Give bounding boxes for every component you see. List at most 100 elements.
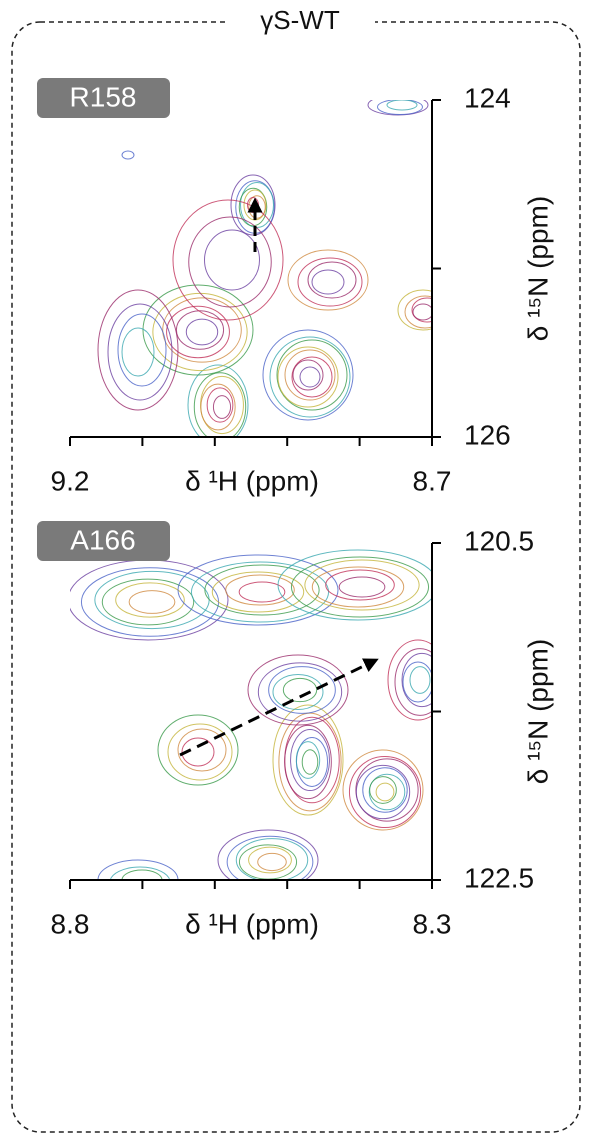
contour-line [177, 554, 339, 626]
contour-line [121, 869, 163, 880]
y-tick-label: 126 [464, 419, 511, 450]
contour-line [377, 100, 423, 115]
contour-line [257, 852, 287, 872]
contour-line [211, 571, 305, 613]
contour-line [162, 297, 242, 363]
contour-line [128, 590, 176, 614]
contour-line [204, 564, 320, 616]
contour-line [325, 569, 395, 601]
contour-line [342, 749, 424, 831]
spectrum [97, 100, 432, 437]
contour-line [394, 648, 432, 716]
contour-line [247, 654, 349, 726]
contour-line [167, 723, 233, 781]
x-tick-label: 9.2 [51, 465, 90, 496]
contour-line [238, 187, 268, 227]
contour-line [291, 356, 333, 398]
contour-line [277, 346, 339, 408]
panel-label: A166 [70, 524, 135, 555]
contour-line [355, 764, 411, 820]
x-axis-label: δ ¹H (ppm) [185, 908, 319, 939]
contour-line [97, 289, 179, 411]
panel-label-box [37, 78, 170, 118]
contour-line [177, 728, 227, 772]
contour-line [94, 570, 210, 630]
contour-line [290, 556, 430, 618]
contour-line [272, 704, 344, 816]
contour-line [235, 838, 309, 880]
x-tick-label: 8.7 [413, 465, 452, 496]
contour-line [369, 776, 397, 804]
contour-line [217, 829, 319, 880]
contour-line [367, 100, 429, 116]
contour-line [301, 749, 319, 775]
figure-title: γS-WT [260, 5, 340, 35]
contour-line [142, 284, 254, 376]
contour-line [295, 741, 321, 779]
contour-line [304, 559, 420, 611]
contour-line [404, 295, 432, 329]
contour-line [262, 329, 354, 421]
contour-line [284, 724, 332, 800]
contour-line [412, 303, 432, 321]
contour-line [375, 782, 395, 802]
contour-line [269, 336, 351, 418]
panel-label-box [37, 521, 170, 561]
contour-line [172, 199, 284, 321]
contour-line [185, 318, 219, 346]
contour-line [397, 289, 432, 331]
contour-line [311, 566, 405, 608]
contour-line [190, 561, 330, 623]
contour-line [268, 666, 336, 714]
contour-line [386, 100, 418, 111]
contour-line [272, 674, 324, 710]
contour-line [101, 578, 195, 626]
y-axis-label: δ ¹⁵N (ppm) [522, 639, 553, 784]
contour-line [277, 549, 432, 621]
contour-line [175, 310, 225, 350]
contour-line [206, 387, 234, 423]
contour-line [97, 859, 179, 880]
contour-line [402, 661, 432, 703]
contour-line [212, 395, 232, 419]
contour-line [204, 229, 260, 291]
contour-line [70, 559, 229, 641]
contour-line [411, 297, 432, 323]
frame [11, 21, 581, 1133]
contour-line [299, 366, 321, 388]
y-tick-label: 124 [464, 82, 511, 113]
contour-line [187, 364, 249, 437]
title-bg [225, 6, 375, 40]
contour-line [121, 150, 135, 160]
contour-line [109, 866, 171, 880]
contour-line [157, 714, 239, 786]
x-tick-label: 8.3 [413, 908, 452, 939]
contour-line [226, 835, 314, 880]
contour-line [238, 844, 298, 880]
contour-line [409, 666, 431, 694]
contour-line [297, 257, 363, 307]
contour-line [290, 728, 330, 792]
contour-line [282, 677, 318, 703]
contour-line [121, 327, 155, 377]
contour-line [230, 174, 276, 236]
contour-line [276, 339, 348, 411]
y-tick-label: 120.5 [464, 525, 534, 556]
contour-line [225, 574, 295, 606]
contour-line [115, 582, 185, 618]
contour-line [257, 662, 343, 722]
contour-line [188, 216, 272, 308]
contour-line [401, 652, 432, 708]
contour-line [238, 581, 286, 603]
shift-arrow [179, 658, 379, 757]
contour-line [311, 269, 345, 295]
contour-line [107, 303, 173, 401]
x-axis-label: δ ¹H (ppm) [185, 465, 319, 496]
contour-line [193, 372, 247, 437]
contour-line [292, 359, 324, 391]
y-axis-label: δ ¹⁵N (ppm) [522, 196, 553, 341]
contour-line [284, 349, 336, 401]
spectrum [70, 549, 432, 880]
contour-line [348, 755, 422, 829]
panel-label: R158 [70, 81, 137, 112]
